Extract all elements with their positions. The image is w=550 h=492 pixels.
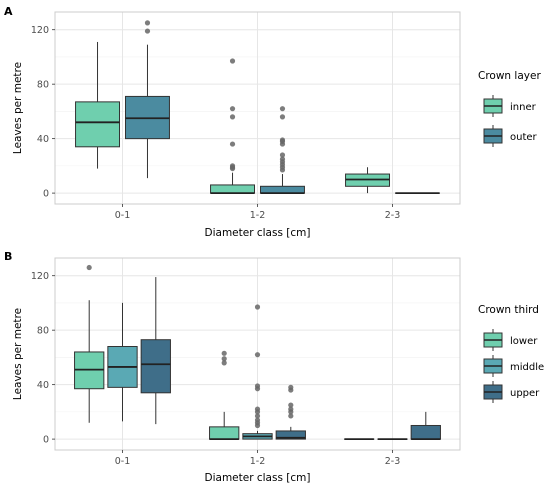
y-tick-label: 80 — [37, 80, 49, 91]
x-tick-label: 2-3 — [385, 210, 401, 221]
outlier-point — [255, 352, 260, 357]
x-tick-label: 1-2 — [250, 210, 266, 221]
x-axis-title: Diameter class [cm] — [205, 227, 311, 239]
outlier-point — [280, 152, 285, 157]
box-iqr — [76, 102, 120, 147]
x-tick-label: 0-1 — [115, 210, 131, 221]
outlier-point — [230, 58, 235, 63]
box-iqr — [141, 340, 170, 393]
box-iqr — [211, 185, 255, 193]
outlier-point — [255, 407, 260, 412]
outlier-point — [222, 351, 227, 356]
outlier-point — [230, 106, 235, 111]
panel-letter: B — [4, 250, 12, 263]
y-tick-label: 120 — [31, 25, 49, 36]
outlier-point — [288, 402, 293, 407]
legend: Crown layer inner outer — [478, 70, 541, 147]
y-axis-title: Leaves per metre — [12, 308, 24, 400]
outlier-point — [230, 141, 235, 146]
y-axis-title: Leaves per metre — [12, 62, 24, 154]
outlier-point — [280, 114, 285, 119]
box-iqr — [210, 427, 239, 439]
outlier-point — [145, 28, 150, 33]
outlier-point — [280, 106, 285, 111]
y-tick-label: 80 — [37, 326, 49, 337]
x-tick-label: 1-2 — [250, 456, 266, 467]
y-tick-label: 40 — [37, 380, 49, 391]
legend-title: Crown layer — [478, 70, 541, 82]
x-tick-label: 0-1 — [115, 456, 131, 467]
outlier-point — [288, 385, 293, 390]
outlier-point — [145, 20, 150, 25]
outlier-point — [230, 114, 235, 119]
outlier-point — [87, 265, 92, 270]
box-iqr — [260, 186, 304, 193]
outlier-point — [230, 163, 235, 168]
outlier-point — [280, 137, 285, 142]
legend-label-outer: outer — [510, 132, 538, 143]
y-tick-label: 0 — [43, 435, 49, 446]
legend-label-lower: lower — [510, 336, 538, 347]
panel-letter: A — [4, 5, 13, 18]
box-iqr — [411, 425, 440, 439]
outlier-point — [255, 383, 260, 388]
x-tick-label: 2-3 — [385, 456, 401, 467]
outlier-point — [255, 304, 260, 309]
y-tick-label: 120 — [31, 271, 49, 282]
legend-label-middle: middle — [510, 362, 544, 373]
legend-label-upper: upper — [510, 388, 540, 399]
legend-title: Crown third — [478, 304, 539, 316]
y-tick-label: 40 — [37, 134, 49, 145]
legend-label-inner: inner — [510, 102, 537, 113]
y-tick-label: 0 — [43, 189, 49, 200]
x-axis-title: Diameter class [cm] — [205, 472, 311, 484]
outlier-point — [222, 356, 227, 361]
